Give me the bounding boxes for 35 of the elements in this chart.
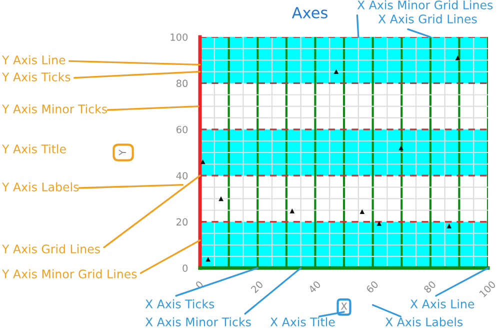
text: Y Axis Labels xyxy=(2,182,79,192)
y-tick-label: 0 xyxy=(182,264,188,272)
point xyxy=(334,69,339,74)
annotation: X Axis Line xyxy=(410,299,474,308)
x-axis-title: X xyxy=(340,302,348,310)
y-tick-label: 60 xyxy=(176,126,188,134)
y-axis-title: Y xyxy=(118,150,126,156)
text: X Axis Labels xyxy=(385,317,463,326)
point xyxy=(376,221,382,226)
y-tick-label: 40 xyxy=(176,172,188,180)
point xyxy=(446,224,452,228)
annotation: Y Axis Grid Lines xyxy=(2,244,100,254)
annotation: X Axis Minor Grid Lines xyxy=(357,0,493,10)
annotation: Y Axis Minor Grid Lines xyxy=(2,269,137,278)
point xyxy=(360,209,365,214)
point xyxy=(290,208,295,214)
x-tick-label: 20 xyxy=(250,280,264,294)
annotation: X Axis Minor Ticks xyxy=(145,317,251,326)
annotation: Y Axis Line xyxy=(2,55,66,64)
annotation: X Axis Ticks xyxy=(145,299,214,308)
point xyxy=(206,256,210,262)
y-tick-label: 80 xyxy=(176,80,188,88)
annotation: Y Axis Ticks xyxy=(2,72,70,82)
x-tick-label: 80 xyxy=(423,280,436,294)
chart-title: Axes xyxy=(292,7,328,18)
y-tick-label: 20 xyxy=(176,218,188,226)
text: Y Axis Title xyxy=(2,144,66,154)
text: X Axis Title xyxy=(270,317,335,326)
point xyxy=(398,145,404,150)
x-tick-label: 100 xyxy=(478,280,496,298)
y-tick-label: 100 xyxy=(170,33,188,41)
x-tick-label: 60 xyxy=(366,280,379,294)
annotation: X Axis Grid Lines xyxy=(378,14,477,24)
text: Y Axis Minor Ticks xyxy=(2,104,108,114)
x-tick-label: 40 xyxy=(308,280,322,294)
